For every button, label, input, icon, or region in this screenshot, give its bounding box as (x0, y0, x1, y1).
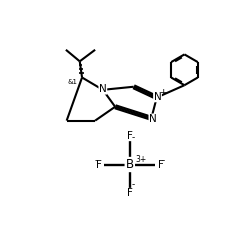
Text: +: + (158, 88, 166, 97)
Text: F: F (157, 159, 163, 170)
Text: N: N (148, 114, 156, 124)
Text: &1: &1 (67, 79, 77, 85)
Text: F: F (126, 131, 132, 141)
Text: B: B (125, 158, 133, 171)
Text: N: N (98, 84, 106, 94)
Text: -: - (161, 156, 164, 165)
Text: -: - (132, 180, 135, 189)
Text: N: N (153, 92, 161, 102)
Text: -: - (95, 156, 98, 165)
Text: F: F (126, 188, 132, 198)
Text: F: F (96, 159, 102, 170)
Text: 3+: 3+ (135, 155, 146, 164)
Text: -: - (132, 133, 135, 142)
